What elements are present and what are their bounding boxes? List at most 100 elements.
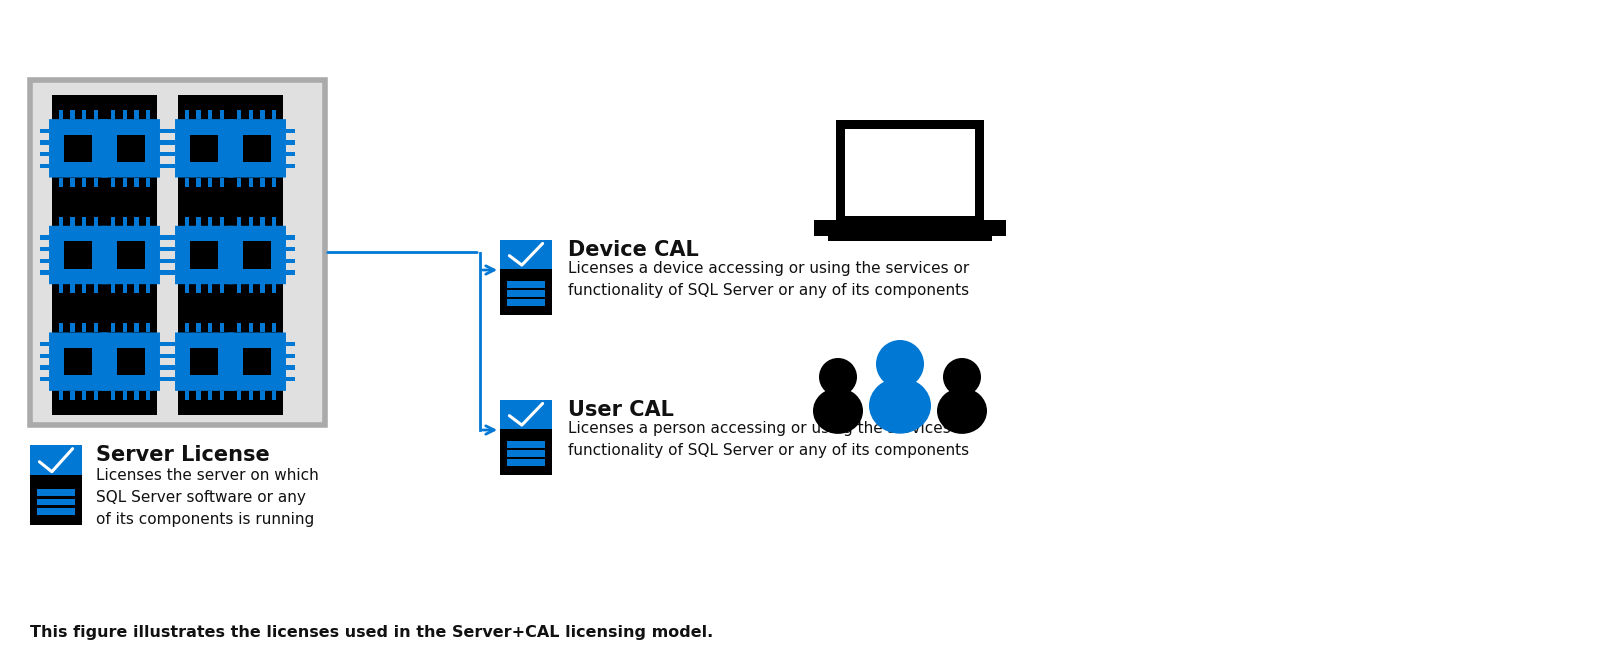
Bar bbox=[220, 323, 223, 333]
Bar bbox=[108, 140, 117, 145]
Bar bbox=[185, 216, 189, 226]
Bar bbox=[111, 216, 116, 226]
Bar bbox=[196, 110, 201, 119]
Bar bbox=[40, 259, 50, 263]
Bar bbox=[507, 290, 544, 297]
Bar bbox=[40, 365, 50, 370]
Bar bbox=[51, 95, 157, 415]
Bar bbox=[286, 377, 295, 381]
Bar bbox=[286, 354, 295, 358]
Bar bbox=[71, 177, 74, 186]
Text: Server License: Server License bbox=[96, 445, 270, 465]
Bar bbox=[93, 152, 101, 156]
Bar bbox=[196, 177, 201, 186]
Bar bbox=[233, 354, 242, 358]
Bar bbox=[93, 391, 98, 400]
Bar bbox=[117, 241, 144, 269]
Bar bbox=[218, 164, 228, 168]
Ellipse shape bbox=[814, 388, 863, 434]
FancyBboxPatch shape bbox=[101, 333, 160, 391]
Bar bbox=[59, 391, 63, 400]
Bar bbox=[111, 284, 116, 293]
FancyBboxPatch shape bbox=[101, 226, 160, 284]
Bar bbox=[111, 177, 116, 186]
Bar bbox=[220, 284, 223, 293]
Bar bbox=[108, 247, 117, 251]
Bar bbox=[111, 391, 116, 400]
Bar bbox=[93, 140, 101, 145]
Bar bbox=[93, 342, 101, 346]
Bar bbox=[233, 365, 242, 370]
Bar bbox=[135, 110, 138, 119]
Bar bbox=[160, 377, 169, 381]
Bar bbox=[260, 216, 265, 226]
Text: Licenses the server on which
SQL Server software or any
of its components is run: Licenses the server on which SQL Server … bbox=[96, 468, 319, 527]
Bar bbox=[37, 499, 75, 505]
Bar bbox=[501, 240, 552, 315]
Bar bbox=[82, 177, 87, 186]
Bar bbox=[233, 128, 242, 133]
Bar bbox=[220, 391, 223, 400]
Bar bbox=[160, 365, 169, 370]
Bar bbox=[218, 152, 228, 156]
FancyBboxPatch shape bbox=[50, 333, 108, 391]
Bar bbox=[218, 271, 228, 274]
FancyBboxPatch shape bbox=[50, 119, 108, 177]
Bar bbox=[233, 342, 242, 346]
Bar bbox=[218, 259, 228, 263]
Bar bbox=[160, 128, 169, 133]
Bar bbox=[286, 164, 295, 168]
Bar bbox=[160, 164, 169, 168]
Bar bbox=[185, 110, 189, 119]
Bar bbox=[146, 216, 151, 226]
Bar bbox=[196, 323, 201, 333]
Bar bbox=[286, 128, 295, 133]
Bar bbox=[124, 110, 127, 119]
Text: Licenses a person accessing or using the services or
functionality of SQL Server: Licenses a person accessing or using the… bbox=[568, 421, 971, 458]
Bar bbox=[507, 451, 544, 456]
Bar bbox=[165, 152, 175, 156]
Bar bbox=[238, 216, 241, 226]
FancyBboxPatch shape bbox=[228, 119, 286, 177]
Circle shape bbox=[944, 358, 981, 396]
Bar bbox=[165, 259, 175, 263]
Bar bbox=[40, 164, 50, 168]
Bar bbox=[218, 128, 228, 133]
Bar bbox=[273, 216, 276, 226]
Bar bbox=[501, 400, 552, 475]
Bar bbox=[160, 259, 169, 263]
Bar bbox=[249, 284, 254, 293]
Bar bbox=[40, 271, 50, 274]
Bar bbox=[286, 342, 295, 346]
Bar bbox=[220, 110, 223, 119]
Bar bbox=[507, 299, 544, 306]
Bar bbox=[160, 247, 169, 251]
Bar bbox=[501, 400, 552, 428]
Bar bbox=[59, 110, 63, 119]
Bar bbox=[64, 348, 91, 376]
Bar bbox=[165, 377, 175, 381]
Bar bbox=[135, 284, 138, 293]
Bar bbox=[233, 377, 242, 381]
Bar bbox=[233, 259, 242, 263]
Bar bbox=[108, 152, 117, 156]
Text: Device CAL: Device CAL bbox=[568, 240, 698, 260]
Bar bbox=[218, 377, 228, 381]
FancyBboxPatch shape bbox=[228, 333, 286, 391]
Bar bbox=[507, 459, 544, 466]
Bar bbox=[71, 391, 74, 400]
Bar bbox=[146, 177, 151, 186]
Bar bbox=[828, 236, 992, 241]
Bar bbox=[220, 177, 223, 186]
Bar bbox=[135, 323, 138, 333]
Bar bbox=[191, 134, 218, 162]
Bar bbox=[93, 271, 101, 274]
Bar bbox=[233, 140, 242, 145]
Bar bbox=[260, 391, 265, 400]
Bar bbox=[165, 140, 175, 145]
Bar bbox=[135, 177, 138, 186]
Bar bbox=[185, 284, 189, 293]
Bar bbox=[59, 323, 63, 333]
Bar bbox=[108, 271, 117, 274]
Bar bbox=[218, 342, 228, 346]
